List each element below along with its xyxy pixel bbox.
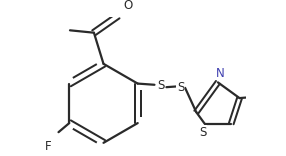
Text: S: S — [157, 79, 164, 93]
Text: S: S — [177, 81, 184, 94]
Text: N: N — [215, 66, 224, 80]
Text: F: F — [45, 140, 51, 153]
Text: O: O — [124, 0, 133, 12]
Text: S: S — [199, 126, 206, 139]
